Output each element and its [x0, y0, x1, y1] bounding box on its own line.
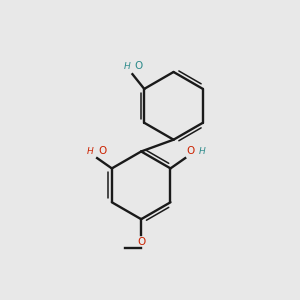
Text: H: H	[199, 147, 205, 156]
Text: O: O	[134, 61, 143, 71]
Text: O: O	[98, 146, 106, 156]
Text: H: H	[87, 147, 94, 156]
Text: H: H	[123, 62, 130, 71]
Text: O: O	[187, 146, 195, 156]
Text: O: O	[137, 238, 145, 248]
